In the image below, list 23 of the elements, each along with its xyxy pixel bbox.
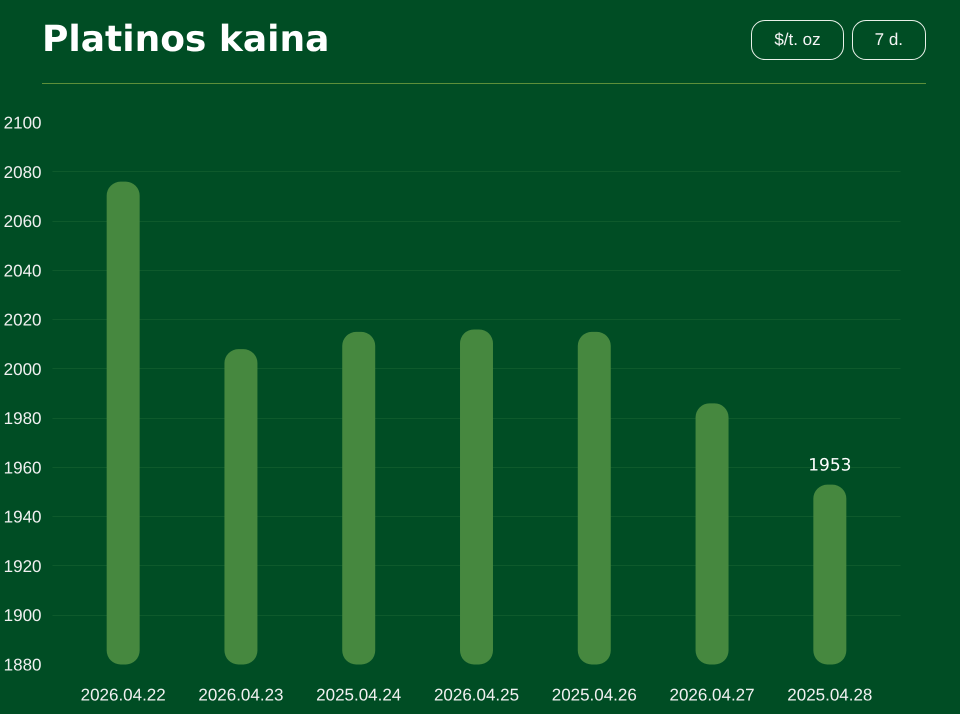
text: $/t. oz xyxy=(751,20,844,60)
y-tick-label: 1980 xyxy=(4,409,42,428)
x-tick-label: 2025.04.26 xyxy=(552,686,637,704)
x-tick-label: 2026.04.25 xyxy=(434,686,520,704)
chart-title: Platinos kaina xyxy=(42,18,330,62)
y-tick-label: 2060 xyxy=(4,212,42,232)
y-tick-label: 1880 xyxy=(4,656,42,674)
x-tick-label: 2026.04.23 xyxy=(198,686,284,704)
y-tick-label: 2000 xyxy=(4,360,42,379)
data-label: 1953 xyxy=(808,456,852,476)
x-tick-label: 2025.04.24 xyxy=(316,686,402,704)
y-tick-label: 2080 xyxy=(4,162,42,182)
x-tick-label: 2026.04.22 xyxy=(80,686,166,704)
y-tick-label: 2100 xyxy=(4,114,42,132)
x-tick-label: 2026.04.27 xyxy=(670,686,755,704)
y-tick-label: 2020 xyxy=(4,310,42,330)
y-tick-label: 1960 xyxy=(4,458,42,478)
y-tick-label: 1920 xyxy=(4,556,42,576)
y-tick-label: 1900 xyxy=(4,606,42,626)
text: 7 d. xyxy=(852,20,926,60)
y-tick-label: 1940 xyxy=(4,508,42,527)
y-tick-label: 2040 xyxy=(4,261,42,280)
x-tick-label: 2025.04.28 xyxy=(787,686,872,704)
